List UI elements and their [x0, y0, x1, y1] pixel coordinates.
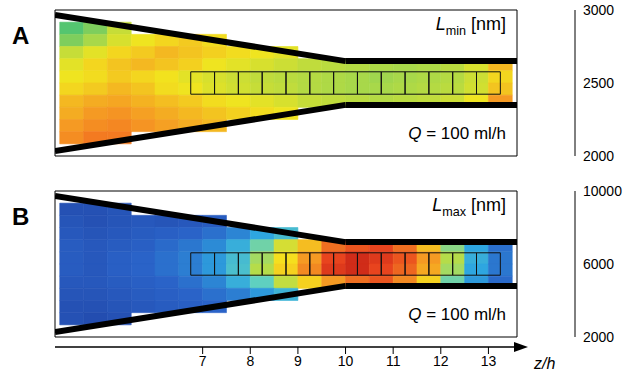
svg-text:13: 13 — [481, 353, 497, 369]
html-text:Lmin[nm]: Lmin[nm] — [435, 14, 506, 38]
svg-text:7: 7 — [199, 353, 207, 369]
svg-text:11: 11 — [386, 353, 401, 369]
svg-text:10000: 10000 — [583, 183, 622, 199]
svg-text:2000: 2000 — [583, 329, 614, 345]
html-text:z/h: z/h — [534, 355, 556, 372]
html-text:Q = 100 ml/h: Q = 100 ml/h — [408, 124, 506, 143]
svg-text:3000: 3000 — [583, 2, 614, 18]
html-text:Lmax[nm]: Lmax[nm] — [432, 195, 506, 219]
svg-text:2000: 2000 — [583, 148, 614, 164]
svg-text:10: 10 — [338, 353, 354, 369]
html-text:A: A — [12, 22, 30, 49]
html-text:Q = 100 ml/h: Q = 100 ml/h — [408, 305, 506, 324]
html-text:B: B — [12, 203, 30, 230]
svg-text:6000: 6000 — [583, 256, 614, 272]
svg-text:9: 9 — [294, 353, 302, 369]
svg-text:8: 8 — [246, 353, 254, 369]
svg-text:2500: 2500 — [583, 75, 614, 91]
svg-text:12: 12 — [433, 353, 449, 369]
